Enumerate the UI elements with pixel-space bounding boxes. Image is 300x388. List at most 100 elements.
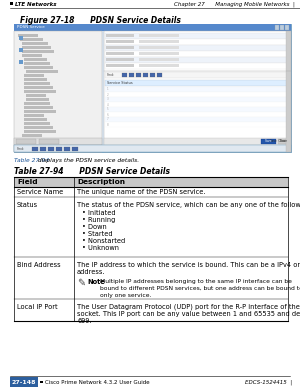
Bar: [139, 40, 179, 43]
Text: Description: Description: [77, 179, 125, 185]
Bar: [14, 177, 288, 187]
Bar: [18, 146, 29, 151]
Bar: [105, 63, 290, 69]
Bar: [143, 73, 148, 77]
Text: Close: Close: [280, 140, 288, 144]
Text: ✎: ✎: [77, 278, 85, 288]
Bar: [24, 78, 47, 80]
Bar: [26, 98, 49, 100]
Text: The status of the PDSN service, which can be any one of the following:: The status of the PDSN service, which ca…: [77, 202, 300, 208]
Bar: [24, 58, 47, 61]
Bar: [275, 25, 279, 30]
Bar: [22, 42, 48, 45]
Bar: [139, 46, 179, 49]
Text: Note: Note: [87, 279, 105, 285]
Text: LTE Networks: LTE Networks: [15, 2, 56, 7]
Bar: [20, 38, 43, 40]
Bar: [105, 39, 290, 45]
Text: • Nonstarted: • Nonstarted: [82, 238, 125, 244]
Text: bound to different PDSN services, but one address can be bound to: bound to different PDSN services, but on…: [100, 286, 300, 291]
Bar: [56, 147, 62, 151]
Bar: [14, 24, 291, 31]
Bar: [104, 31, 291, 152]
Bar: [83, 146, 94, 151]
Bar: [40, 147, 46, 151]
Text: EDCS-1524415  |: EDCS-1524415 |: [245, 379, 292, 385]
Text: 1: 1: [107, 88, 109, 92]
Text: 3: 3: [107, 97, 109, 102]
Text: Find:: Find:: [17, 147, 26, 151]
Text: Table 27-94      PDSN Service Details: Table 27-94 PDSN Service Details: [14, 167, 170, 176]
Bar: [14, 187, 288, 197]
Bar: [105, 117, 290, 122]
Bar: [48, 147, 54, 151]
Text: 6: 6: [107, 113, 109, 116]
Text: Field: Field: [17, 179, 38, 185]
Bar: [24, 102, 50, 104]
Text: address.: address.: [77, 269, 106, 275]
Bar: [105, 51, 290, 57]
Bar: [280, 25, 284, 30]
Text: 27-148: 27-148: [12, 379, 36, 385]
Bar: [104, 138, 291, 145]
Text: Cisco Prime Network 4.3.2 User Guide: Cisco Prime Network 4.3.2 User Guide: [45, 379, 150, 385]
Text: Status: Status: [17, 202, 38, 208]
Bar: [19, 36, 23, 40]
Text: • Started: • Started: [82, 231, 112, 237]
Bar: [24, 122, 50, 125]
Text: • Unknown: • Unknown: [82, 245, 119, 251]
Text: 699.: 699.: [77, 318, 92, 324]
Bar: [106, 64, 134, 67]
Text: Find:: Find:: [107, 73, 116, 77]
Bar: [105, 87, 290, 92]
Bar: [24, 130, 56, 132]
Text: Multiple IP addresses belonging to the same IP interface can be: Multiple IP addresses belonging to the s…: [100, 279, 292, 284]
Bar: [122, 73, 127, 77]
Bar: [14, 257, 288, 299]
Bar: [105, 92, 290, 97]
Bar: [106, 52, 134, 55]
Bar: [24, 110, 56, 113]
Bar: [24, 86, 53, 88]
Bar: [72, 147, 78, 151]
Bar: [22, 50, 54, 52]
Bar: [285, 25, 289, 30]
Bar: [14, 197, 288, 257]
Bar: [157, 73, 162, 77]
Bar: [261, 139, 276, 144]
Bar: [24, 90, 56, 92]
Bar: [14, 145, 102, 152]
Bar: [14, 24, 291, 152]
Bar: [32, 147, 38, 151]
Text: Save  Close: Save Close: [270, 140, 286, 144]
Text: displays the PDSN service details.: displays the PDSN service details.: [36, 158, 139, 163]
Text: Service Name: Service Name: [17, 189, 63, 195]
Bar: [24, 62, 50, 64]
Bar: [105, 122, 290, 127]
Text: only one service.: only one service.: [100, 293, 152, 298]
Bar: [10, 2, 13, 5]
Text: 5: 5: [107, 107, 109, 111]
Text: 2: 2: [107, 92, 109, 97]
Bar: [278, 139, 290, 144]
Bar: [24, 66, 53, 69]
Bar: [10, 377, 38, 387]
Bar: [14, 138, 102, 145]
Bar: [24, 74, 44, 76]
Bar: [105, 112, 290, 117]
Bar: [286, 31, 291, 152]
Bar: [19, 48, 23, 52]
Bar: [44, 146, 55, 151]
Text: • Down: • Down: [82, 224, 107, 230]
Text: socket. This IP port can be any value between 1 and 65535 and defaults to: socket. This IP port can be any value be…: [77, 311, 300, 317]
Bar: [24, 106, 53, 109]
Bar: [139, 64, 179, 67]
Text: Service Status: Service Status: [107, 81, 133, 85]
Bar: [105, 72, 290, 78]
Bar: [139, 52, 179, 55]
Text: 7: 7: [107, 118, 109, 121]
Bar: [40, 381, 43, 383]
Bar: [70, 146, 81, 151]
Text: • Initiated: • Initiated: [82, 210, 116, 216]
Bar: [106, 58, 134, 61]
